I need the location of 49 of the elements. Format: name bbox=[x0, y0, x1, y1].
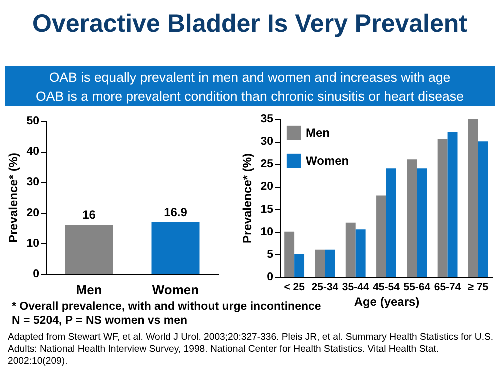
y-tick-label: 15 bbox=[260, 204, 274, 216]
bar bbox=[325, 250, 336, 277]
y-tick-label: 0 bbox=[33, 268, 40, 280]
x-tick-label: 55-64 bbox=[404, 282, 431, 294]
x-tick-label: Women bbox=[152, 282, 200, 298]
y-tick-label: 0 bbox=[267, 272, 274, 284]
bar bbox=[438, 139, 448, 277]
x-tick-label: 25-34 bbox=[312, 282, 339, 294]
y-tick-label: 50 bbox=[26, 116, 40, 128]
bar bbox=[315, 250, 326, 277]
chart-title: Overactive Bladder Is Very Prevalent bbox=[32, 10, 468, 39]
legend-label: Women bbox=[306, 154, 350, 168]
x-tick-label: 65-74 bbox=[434, 282, 462, 294]
bar bbox=[356, 230, 366, 277]
y-tick-label: 20 bbox=[26, 207, 40, 220]
bar bbox=[386, 168, 396, 277]
y-tick-label: 10 bbox=[26, 238, 40, 250]
x-tick-label: 45-54 bbox=[373, 282, 400, 294]
bar bbox=[376, 196, 386, 277]
data-label: 16 bbox=[82, 208, 96, 222]
data-label: 16.9 bbox=[164, 205, 188, 220]
x-tick-label: < 25 bbox=[284, 282, 306, 294]
y-tick-label: 30 bbox=[260, 136, 274, 148]
y-tick-label: 35 bbox=[260, 114, 274, 126]
y-axis-title: Prevalence* (%) bbox=[6, 152, 21, 244]
x-tick-label: Men bbox=[76, 282, 102, 298]
y-tick-label: 30 bbox=[26, 176, 40, 189]
bar bbox=[407, 160, 418, 277]
text: Adapted from Stewart WF, et al. World J Urol. 2003;20:327-336. Pleis JR, et al. Summary Health Statistics for U.S. Adults: National Health Interview Survey, 1998. National Center for Health Statistics. Vital Health Stat. 2002:10(209). bbox=[8, 332, 495, 368]
bar bbox=[417, 168, 428, 277]
bar bbox=[294, 254, 305, 277]
text: * Overall prevalence, with and without urge incontinence bbox=[12, 301, 322, 313]
bar bbox=[346, 222, 356, 277]
y-tick-label: 10 bbox=[260, 226, 274, 238]
y-tick-label: 25 bbox=[260, 158, 274, 171]
text: N = 5204, P = NS women vs men bbox=[12, 314, 189, 328]
legend-label: Men bbox=[306, 126, 330, 140]
bar bbox=[478, 142, 488, 277]
x-tick-label: 35-44 bbox=[342, 282, 370, 294]
text: OAB is equally prevalent in men and women and increases with age OAB is a more prevalent condition than chronic sinusitis or heart disease bbox=[5, 66, 495, 106]
y-axis-title: Prevalence* (%) bbox=[240, 153, 255, 244]
bar bbox=[448, 132, 458, 277]
y-tick-label: 20 bbox=[260, 181, 274, 194]
y-tick-label: 5 bbox=[267, 248, 274, 261]
x-axis-title: Age (years) bbox=[354, 295, 420, 309]
bar bbox=[468, 119, 478, 277]
bar bbox=[284, 232, 295, 277]
y-tick-label: 40 bbox=[26, 146, 40, 158]
x-tick-label: ≥ 75 bbox=[468, 282, 489, 294]
